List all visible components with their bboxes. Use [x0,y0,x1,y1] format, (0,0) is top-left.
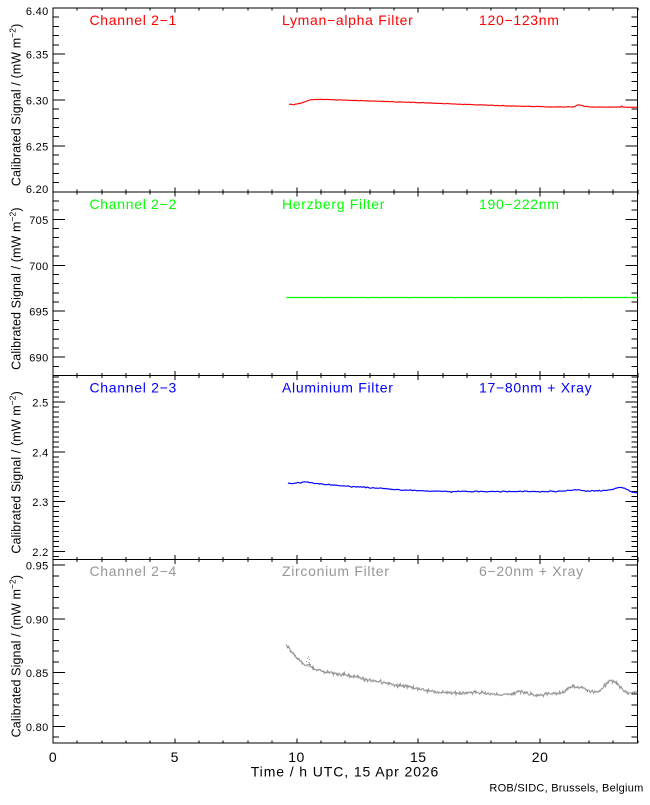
svg-text:2.4: 2.4 [32,447,48,459]
svg-text:Calibrated Signal / (mW m−2): Calibrated Signal / (mW m−2) [8,24,24,187]
svg-text:6.35: 6.35 [26,49,49,61]
svg-text:0.95: 0.95 [26,561,49,573]
svg-text:5: 5 [171,749,179,765]
svg-text:0.90: 0.90 [26,614,49,626]
svg-text:6.25: 6.25 [26,141,49,153]
svg-text:Channel 2−3: Channel 2−3 [90,380,178,396]
svg-text:Channel 2−1: Channel 2−1 [90,12,178,28]
svg-text:6.40: 6.40 [26,6,49,18]
svg-text:Herzberg Filter: Herzberg Filter [282,196,385,212]
svg-text:6.20: 6.20 [26,184,49,196]
svg-text:Channel 2−2: Channel 2−2 [90,196,178,212]
svg-text:120−123nm: 120−123nm [479,12,560,28]
svg-text:6−20nm + Xray: 6−20nm + Xray [479,563,584,579]
svg-text:17−80nm + Xray: 17−80nm + Xray [479,380,592,396]
svg-text:2.2: 2.2 [32,547,48,559]
svg-text:695: 695 [29,307,48,319]
svg-text:0.80: 0.80 [26,722,49,734]
svg-text:Time / h UTC, 15 Apr 2026: Time / h UTC, 15 Apr 2026 [251,764,440,780]
svg-text:2.3: 2.3 [32,497,48,509]
svg-text:6.30: 6.30 [26,95,49,107]
svg-text:Calibrated Signal / (mW m−2): Calibrated Signal / (mW m−2) [8,207,24,370]
svg-text:15: 15 [410,749,427,765]
svg-text:Channel 2−4: Channel 2−4 [90,563,178,579]
svg-text:Calibrated Signal / (mW m−2): Calibrated Signal / (mW m−2) [8,575,24,738]
svg-text:700: 700 [29,261,48,273]
svg-text:690: 690 [29,353,48,365]
svg-text:10: 10 [288,749,305,765]
svg-text:Calibrated Signal / (mW m−2): Calibrated Signal / (mW m−2) [8,391,24,554]
svg-text:Zirconium Filter: Zirconium Filter [282,563,390,579]
svg-text:0: 0 [49,749,57,765]
svg-text:705: 705 [29,215,48,227]
svg-text:Lyman−alpha Filter: Lyman−alpha Filter [282,12,414,28]
svg-text:190−222nm: 190−222nm [479,196,560,212]
svg-text:0.85: 0.85 [26,668,49,680]
svg-text:2.5: 2.5 [32,398,48,410]
svg-text:20: 20 [532,749,549,765]
svg-text:ROB/SIDC, Brussels, Belgium: ROB/SIDC, Brussels, Belgium [489,783,643,795]
svg-text:Aluminium Filter: Aluminium Filter [282,380,394,396]
